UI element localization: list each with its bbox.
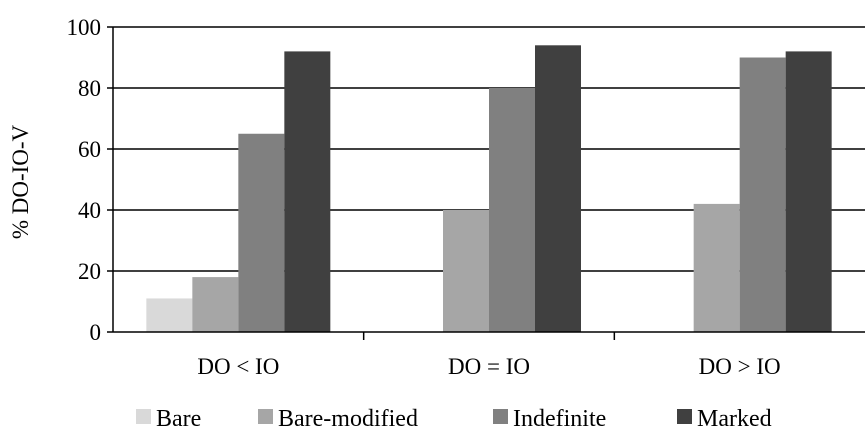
y-tick-labels: 0 20 40 60 80 100 — [67, 15, 113, 345]
legend: Bare Bare-modified Indefinite Marked — [136, 406, 772, 431]
axes — [112, 27, 865, 333]
bar-bare-modified-1 — [192, 277, 239, 332]
bars — [146, 45, 832, 333]
x-tick-labels: DO < IO DO = IO DO > IO — [197, 332, 781, 379]
y-tick-label: 60 — [78, 137, 101, 162]
bar-indefinite-3 — [739, 57, 786, 332]
y-tick-label: 80 — [78, 76, 101, 101]
legend-label: Indefinite — [513, 406, 606, 431]
y-tick-label: 0 — [90, 320, 102, 345]
bar-marked-3 — [785, 51, 832, 333]
bar-indefinite-2 — [489, 88, 535, 332]
x-tick-label: DO > IO — [699, 354, 781, 379]
legend-label: Bare — [156, 406, 201, 431]
bar-bare-modified-3 — [693, 203, 740, 332]
bar-indefinite-1 — [238, 133, 285, 332]
bar-bare-modified-2 — [443, 210, 489, 332]
legend-swatch — [136, 409, 151, 424]
y-tick-label: 20 — [78, 259, 101, 284]
legend-swatch — [493, 409, 508, 424]
x-tick-label: DO = IO — [448, 354, 530, 379]
y-axis-title: % DO-IO-V — [8, 124, 33, 239]
legend-swatch — [258, 409, 273, 424]
y-tick-label: 100 — [67, 15, 102, 40]
legend-swatch — [677, 409, 692, 424]
bar-bare-1 — [146, 298, 193, 332]
x-tick-label: DO < IO — [197, 354, 279, 379]
legend-label: Bare-modified — [278, 406, 418, 431]
bar-marked-1 — [284, 51, 331, 333]
legend-label: Marked — [697, 406, 772, 431]
bar-marked-2 — [535, 45, 581, 333]
y-tick-label: 40 — [78, 198, 101, 223]
